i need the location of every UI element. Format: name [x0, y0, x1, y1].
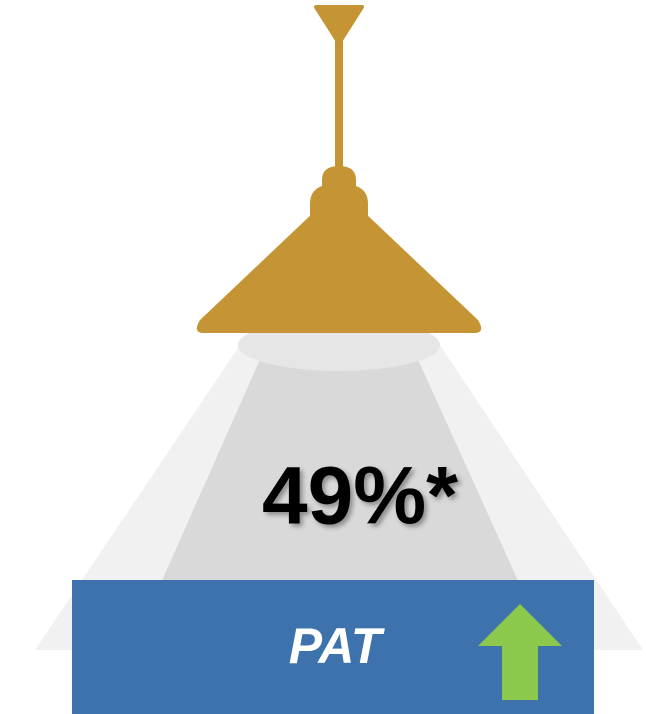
lamp-cap	[310, 166, 368, 216]
lamp-infographic: 49%* PAT	[0, 0, 646, 714]
hook	[316, 7, 362, 40]
rod	[335, 38, 343, 172]
value-text: 49%*	[262, 451, 458, 542]
lamp-shade	[197, 212, 481, 333]
label-text: PAT	[289, 618, 386, 674]
page: 49%* PAT (() => { const data = JSON.pars…	[0, 0, 646, 714]
